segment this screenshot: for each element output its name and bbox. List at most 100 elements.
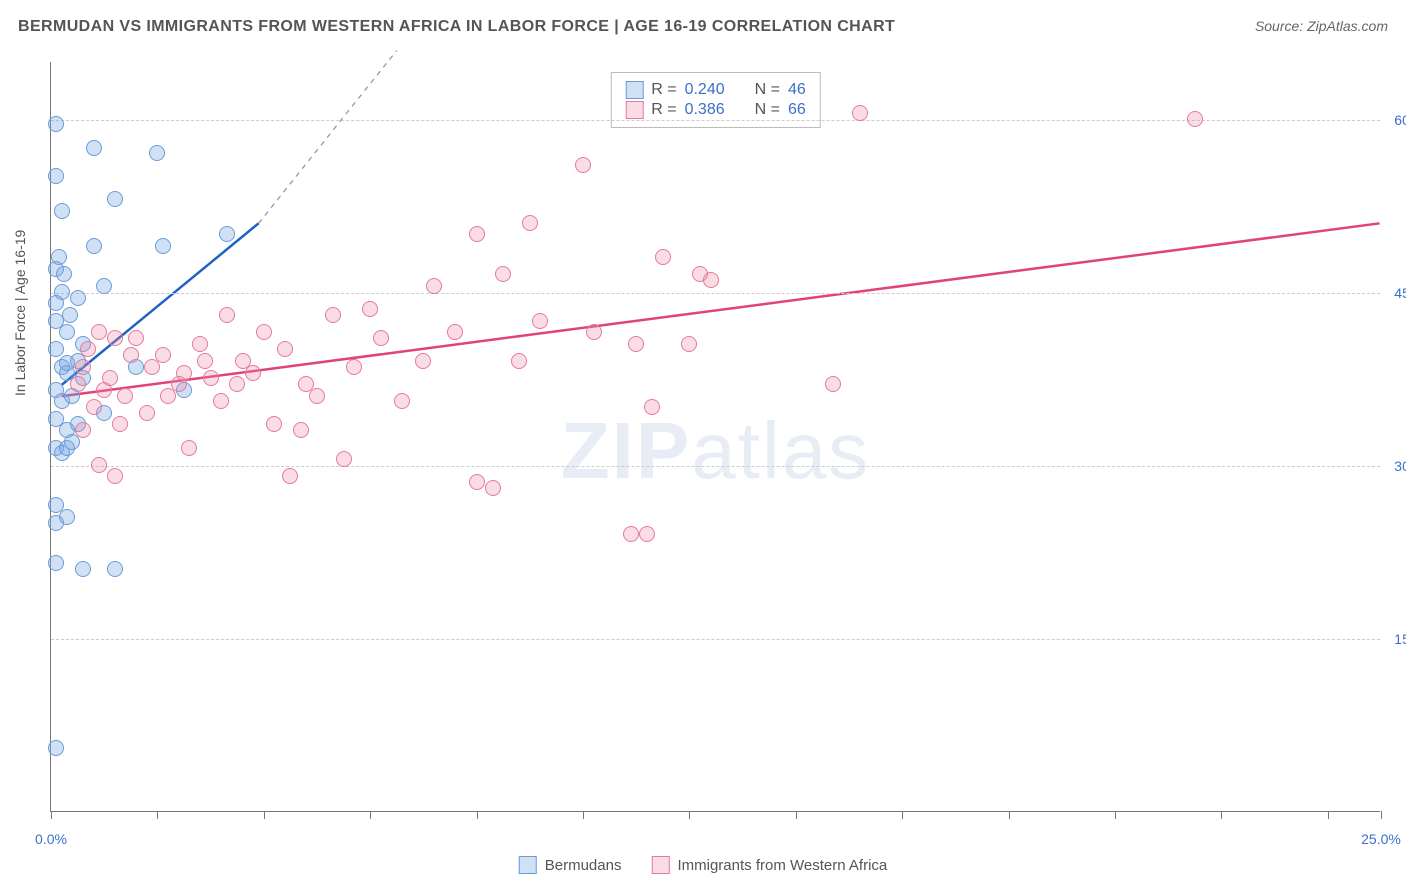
scatter-point [532,313,548,329]
x-tick [1221,811,1222,819]
x-tick [370,811,371,819]
y-tick-label: 60.0% [1384,112,1406,128]
scatter-point [171,376,187,392]
series-legend-label: Bermudans [545,857,622,874]
scatter-point [282,468,298,484]
scatter-point [181,440,197,456]
scatter-point [48,116,64,132]
legend-r-label: R = [651,81,676,99]
scatter-point [48,341,64,357]
chart-source: Source: ZipAtlas.com [1255,18,1388,34]
scatter-point [75,422,91,438]
scatter-point [522,215,538,231]
scatter-point [86,238,102,254]
scatter-plot-area: ZIPatlas R = 0.240N = 46R = 0.386N = 66 … [50,62,1380,812]
legend-swatch [519,856,537,874]
series-legend-item: Immigrants from Western Africa [651,856,887,874]
x-tick [477,811,478,819]
x-tick [264,811,265,819]
scatter-point [56,266,72,282]
scatter-point [511,353,527,369]
scatter-point [245,365,261,381]
scatter-point [426,278,442,294]
scatter-point [373,330,389,346]
legend-swatch [625,81,643,99]
scatter-point [197,353,213,369]
x-tick [1009,811,1010,819]
scatter-point [86,140,102,156]
legend-r-value: 0.386 [685,101,725,119]
y-tick-label: 15.0% [1384,631,1406,647]
legend-n-value: 46 [788,81,806,99]
scatter-point [70,376,86,392]
trend-line-extrapolation [259,50,397,223]
scatter-point [139,405,155,421]
scatter-point [192,336,208,352]
scatter-point [107,330,123,346]
scatter-point [495,266,511,282]
legend-r-label: R = [651,101,676,119]
gridline-h [51,466,1380,467]
scatter-point [48,740,64,756]
series-legend-label: Immigrants from Western Africa [677,857,887,874]
y-axis-label: In Labor Force | Age 16-19 [12,230,28,396]
chart-title: BERMUDAN VS IMMIGRANTS FROM WESTERN AFRI… [18,18,895,36]
scatter-point [102,370,118,386]
scatter-point [586,324,602,340]
scatter-point [91,324,107,340]
scatter-point [325,307,341,323]
scatter-point [1187,111,1203,127]
scatter-point [112,416,128,432]
x-tick-label: 0.0% [35,831,67,847]
scatter-point [575,157,591,173]
x-tick [1115,811,1116,819]
legend-r-value: 0.240 [685,81,725,99]
scatter-point [203,370,219,386]
scatter-point [309,388,325,404]
gridline-h [51,293,1380,294]
scatter-point [639,526,655,542]
scatter-point [852,105,868,121]
scatter-point [681,336,697,352]
scatter-point [655,249,671,265]
scatter-point [107,191,123,207]
scatter-point [80,341,96,357]
series-legend-item: Bermudans [519,856,622,874]
scatter-point [394,393,410,409]
scatter-point [256,324,272,340]
scatter-point [86,399,102,415]
x-tick [157,811,158,819]
trend-lines-svg [51,62,1380,811]
scatter-point [128,330,144,346]
y-tick-label: 45.0% [1384,285,1406,301]
scatter-point [229,376,245,392]
x-tick-label: 25.0% [1361,831,1401,847]
scatter-point [70,290,86,306]
scatter-point [155,347,171,363]
scatter-point [107,468,123,484]
x-tick [689,811,690,819]
legend-row: R = 0.240N = 46 [625,81,806,99]
scatter-point [644,399,660,415]
scatter-point [75,359,91,375]
scatter-point [59,355,75,371]
legend-swatch [651,856,669,874]
scatter-point [123,347,139,363]
legend-row: R = 0.386N = 66 [625,101,806,119]
series-legend: Bermudans Immigrants from Western Africa [519,856,888,874]
scatter-point [48,555,64,571]
scatter-point [266,416,282,432]
scatter-point [469,226,485,242]
scatter-point [48,295,64,311]
scatter-point [346,359,362,375]
scatter-point [155,238,171,254]
scatter-point [362,301,378,317]
scatter-point [54,203,70,219]
scatter-point [219,226,235,242]
x-tick [583,811,584,819]
scatter-point [75,561,91,577]
x-tick [1328,811,1329,819]
scatter-point [48,515,64,531]
scatter-point [485,480,501,496]
gridline-h [51,639,1380,640]
